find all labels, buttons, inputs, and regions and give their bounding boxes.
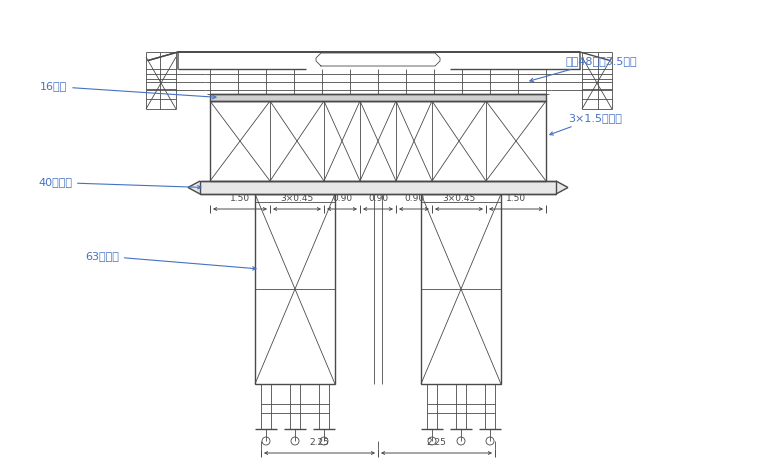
Bar	[456, 384, 466, 429]
Bar	[261, 384, 271, 429]
Bar	[255, 194, 335, 384]
Text: 0.90: 0.90	[332, 194, 352, 203]
Text: 0.90: 0.90	[368, 194, 388, 203]
Text: 1.50: 1.50	[230, 194, 250, 203]
Bar	[210, 94, 546, 101]
Polygon shape	[188, 181, 200, 194]
Text: 0.90: 0.90	[404, 194, 424, 203]
Text: 2.25: 2.25	[309, 438, 329, 447]
Text: 40工字钢: 40工字钢	[38, 178, 201, 189]
Bar	[210, 101, 546, 181]
Bar	[427, 384, 437, 429]
Text: 2.25: 2.25	[426, 438, 446, 447]
Polygon shape	[556, 181, 568, 194]
Text: 63钢管桩: 63钢管桩	[85, 251, 256, 270]
Text: 3×0.45: 3×0.45	[280, 194, 314, 203]
Bar	[319, 384, 329, 429]
Bar	[290, 384, 300, 429]
Bar	[485, 384, 495, 429]
Bar	[200, 181, 556, 194]
Bar	[421, 194, 501, 384]
Text: 直径48壁厚3.5钢管: 直径48壁厚3.5钢管	[530, 56, 637, 82]
Text: 1.50: 1.50	[506, 194, 526, 203]
Text: 3×0.45: 3×0.45	[442, 194, 476, 203]
Text: 16槽钢: 16槽钢	[40, 82, 216, 99]
Text: 3×1.5贝雷梁: 3×1.5贝雷梁	[549, 113, 622, 135]
